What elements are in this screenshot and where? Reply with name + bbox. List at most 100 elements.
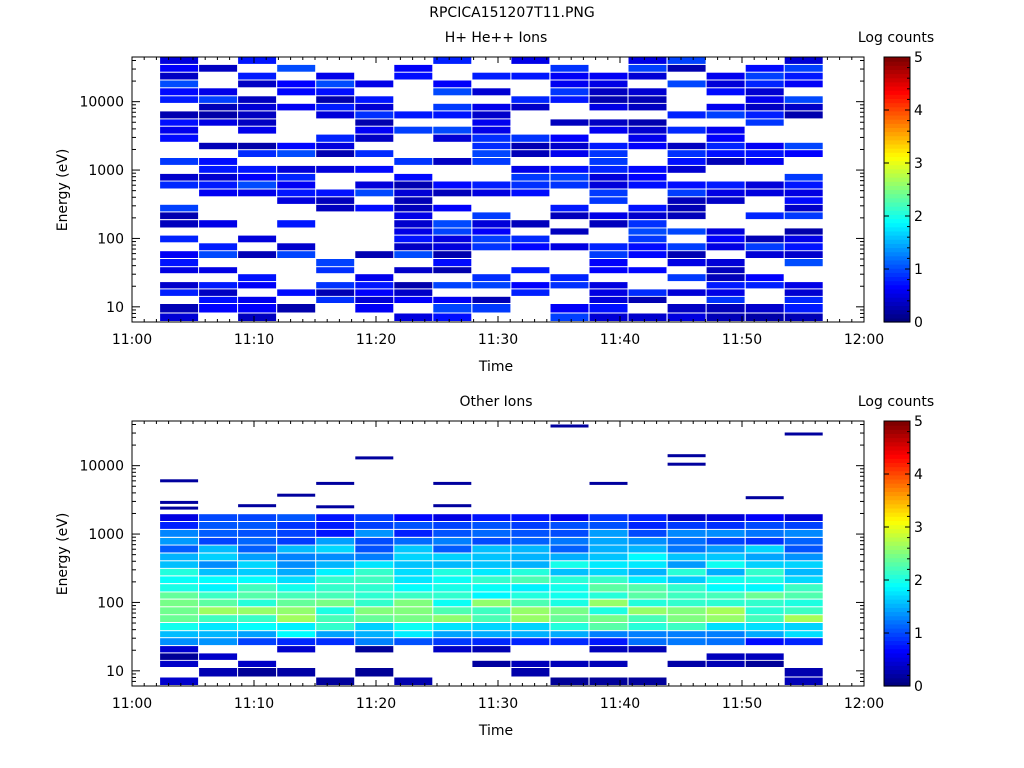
heatmap-cell (589, 267, 628, 274)
heatmap-cell (745, 103, 784, 111)
heatmap-cell (550, 545, 589, 553)
heatmap-cell (745, 623, 784, 631)
heatmap-cell (745, 304, 784, 313)
colorbar-segment (884, 305, 910, 311)
heatmap-cell (238, 607, 277, 615)
heatmap-cell (784, 251, 823, 258)
heatmap-cell (394, 282, 433, 289)
heatmap-cell (316, 150, 355, 157)
heatmap-cell (667, 111, 706, 119)
heatmap-cell (628, 103, 667, 111)
colorbar-segment (884, 648, 910, 654)
heatmap-cell (433, 313, 472, 321)
heatmap-cell (511, 289, 550, 296)
heatmap-cell (472, 235, 511, 243)
heatmap-cell (628, 561, 667, 568)
heatmap-cell (667, 181, 706, 189)
heatmap-cell (199, 561, 238, 568)
heatmap-cell (199, 638, 238, 646)
heatmap-cell (550, 150, 589, 157)
heatmap-cell (667, 561, 706, 568)
heatmap-cell (472, 615, 511, 622)
heatmap-cell (238, 103, 277, 111)
colorbar-segment (884, 491, 910, 497)
heatmap-cell (316, 545, 355, 553)
colorbar-tick-label: 2 (914, 209, 923, 225)
y-tick-label: 1000 (88, 527, 124, 543)
heatmap-cell (628, 57, 667, 64)
heatmap-cell (160, 267, 199, 274)
heatmap-cell (238, 304, 277, 313)
colorbar-segment (884, 661, 910, 666)
heatmap-cell (238, 165, 277, 173)
heatmap-cell (160, 623, 199, 631)
colorbar-segment (884, 272, 910, 278)
heatmap-cell (667, 80, 706, 88)
heatmap-cell (589, 545, 628, 553)
heatmap-cell (784, 607, 823, 615)
heatmap-cell (628, 514, 667, 521)
heatmap-cell (355, 607, 394, 615)
heatmap-cell (316, 103, 355, 111)
heatmap-cell (199, 576, 238, 584)
heatmap-cell (355, 537, 394, 545)
heatmap-cell (394, 235, 433, 243)
heatmap-cell (784, 296, 823, 303)
heatmap-cell (511, 173, 550, 181)
heatmap-cell (277, 80, 316, 88)
heatmap-cell (784, 553, 823, 561)
heatmap-cell (745, 111, 784, 119)
heatmap-cell (199, 88, 238, 96)
heatmap-cell (355, 96, 394, 103)
heatmap-cell (550, 660, 589, 667)
heatmap-cell (472, 150, 511, 157)
colorbar-segment (884, 516, 910, 521)
heatmap-cell (784, 668, 823, 677)
colorbar-segment (884, 437, 910, 443)
heatmap-cell (511, 592, 550, 599)
heatmap-cells (160, 424, 823, 685)
heatmap-cell (394, 158, 433, 165)
heatmap-cell (706, 660, 745, 667)
heatmap-cell (199, 304, 238, 313)
colorbar-segment (884, 65, 910, 71)
heatmap-cell (589, 80, 628, 88)
heatmap-cell (706, 181, 745, 189)
heatmap-cell (667, 304, 706, 313)
heatmap-cell (394, 197, 433, 204)
heatmap-cell (628, 181, 667, 189)
heatmap-cell (511, 514, 550, 521)
heatmap-cell (511, 607, 550, 615)
colorbar-tick-label: 0 (914, 315, 923, 331)
heatmap-cell (784, 289, 823, 296)
heatmap-cell (784, 173, 823, 181)
heatmap-cell (550, 274, 589, 282)
heatmap-cell (784, 243, 823, 251)
colorbar-segment (884, 421, 910, 426)
heatmap-cell (355, 631, 394, 638)
heatmap-cell (745, 561, 784, 568)
heatmap-cell (160, 545, 199, 553)
heatmap-cell (472, 646, 511, 653)
heatmap-cell (745, 599, 784, 607)
heatmap-cell (394, 623, 433, 631)
heatmap-cell (394, 111, 433, 119)
heatmap-cell (745, 274, 784, 282)
heatmap-cell (160, 64, 199, 72)
heatmap-cell (394, 607, 433, 615)
heatmap-cell (238, 514, 277, 521)
heatmap-cell (667, 638, 706, 646)
heatmap-cell (472, 561, 511, 568)
heatmap-cell (628, 96, 667, 103)
heatmap-cell (628, 638, 667, 646)
heatmap-cell (433, 267, 472, 274)
heatmap-cell (784, 561, 823, 568)
heatmap-cell (706, 150, 745, 157)
colorbar-segment (884, 590, 910, 596)
heatmap-cell (316, 204, 355, 212)
heatmap-cell (667, 259, 706, 267)
heatmap-cell (784, 677, 823, 685)
heatmap-cell (433, 235, 472, 243)
colorbar-segment (884, 276, 910, 282)
heatmap-cell (238, 504, 277, 508)
